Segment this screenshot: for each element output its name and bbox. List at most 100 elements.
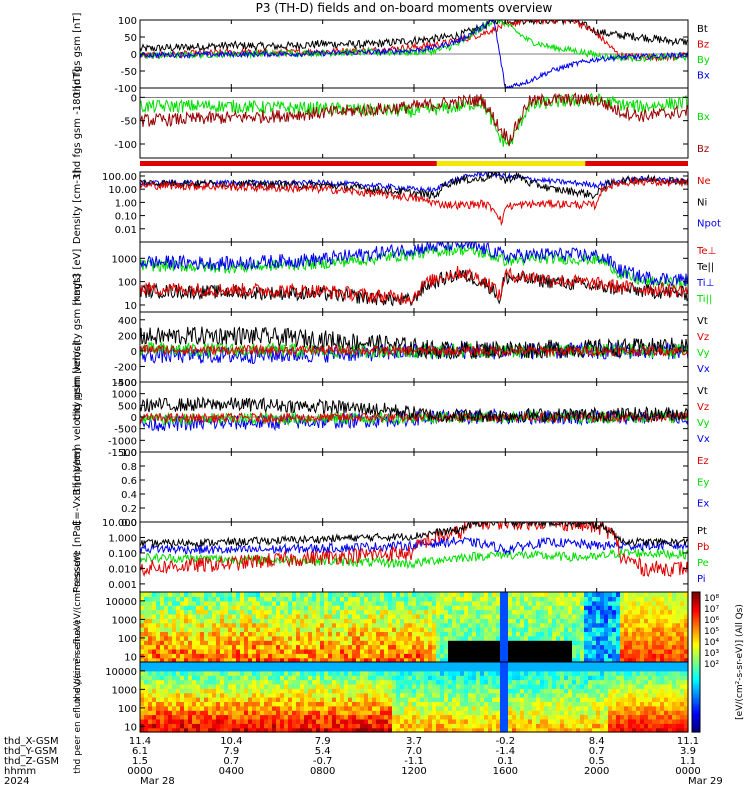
spectrogram-cell (240, 723, 245, 729)
spectrogram-cell (296, 635, 301, 641)
spectrogram-cell (620, 596, 625, 602)
spectrogram-cell (232, 640, 237, 646)
spectrogram-cell (516, 605, 521, 611)
spectrogram-cell (672, 688, 677, 694)
spectrogram-cell (612, 683, 617, 689)
spectrogram-cell (352, 688, 357, 694)
spectrogram-cell (316, 653, 321, 659)
spectrogram-cell (228, 714, 233, 720)
spectrogram-cell (488, 692, 493, 698)
spectrogram-cell (636, 618, 641, 624)
spectrogram-cell (204, 648, 209, 654)
spectrogram-cell (684, 657, 689, 663)
spectrogram-cell (200, 697, 205, 702)
spectrogram-cell (576, 596, 581, 602)
spectrogram-cell (460, 670, 465, 676)
spectrogram-cell (200, 648, 205, 654)
y-tick-label: 400 (118, 316, 137, 327)
spectrogram-cell (364, 600, 369, 606)
spectrogram-cell (316, 666, 321, 672)
spectrogram-cell (340, 635, 345, 641)
spectrogram-cell (360, 640, 365, 646)
spectrogram-cell (152, 653, 157, 659)
spectrogram-cell (284, 592, 289, 597)
spectrogram-cell (664, 600, 669, 606)
spectrogram-cell (584, 723, 589, 729)
spectrogram-cell (256, 627, 261, 632)
spectrogram-cell (196, 592, 201, 597)
spectrogram-cell (624, 675, 629, 681)
spectrogram-cell (632, 718, 637, 724)
colorbar-cell (692, 671, 700, 675)
spectrogram-cell (416, 592, 421, 597)
spectrogram-cell (332, 622, 337, 628)
spectrogram-cell (292, 592, 297, 597)
spectrogram-cell (628, 640, 633, 646)
spectrogram-cell (544, 635, 549, 641)
spectrogram-cell (420, 727, 425, 733)
spectrogram-cell (224, 723, 229, 729)
spectrogram-cell (580, 688, 585, 694)
spectrogram-cell (620, 627, 625, 632)
y-axis-label: Density [cm-3] (72, 170, 83, 244)
spectrogram-cell (376, 631, 381, 637)
spectrogram-cell (264, 723, 269, 729)
spectrogram-cell (544, 683, 549, 689)
spectrogram-cell (276, 727, 281, 733)
spectrogram-cell (368, 670, 373, 676)
spectrogram-cell (496, 710, 501, 716)
spectrogram-cell (244, 627, 249, 632)
spectrogram-cell (320, 592, 325, 597)
spectrogram-cell (480, 618, 485, 624)
spectrogram-cell (292, 718, 297, 724)
spectrogram-cell (648, 679, 653, 685)
y-tick-label: 500 (118, 401, 137, 412)
spectrogram-cell (416, 605, 421, 611)
spectrogram-cell (268, 635, 273, 641)
spectrogram-cell (508, 718, 513, 724)
spectrogram-cell (328, 705, 333, 711)
spectrogram-cell (512, 631, 517, 637)
colorbar-cell (692, 678, 700, 682)
spectrogram-cell (492, 600, 497, 606)
spectrogram-cell (188, 710, 193, 716)
spectrogram-cell (496, 618, 501, 624)
spectrogram-cell (644, 618, 649, 624)
spectrogram-cell (456, 592, 461, 597)
spectrogram-cell (216, 609, 221, 615)
spectrogram-cell (416, 688, 421, 694)
spectrogram-cell (544, 705, 549, 711)
spectrogram-cell (516, 635, 521, 641)
spectrogram-cell (348, 662, 353, 667)
spectrogram-cell (172, 697, 177, 702)
x-row-label: hhmm (4, 766, 36, 777)
spectrogram-cell (560, 627, 565, 632)
spectrogram-cell (208, 605, 213, 611)
spectrogram-cell (528, 648, 533, 654)
spectrogram-cell (320, 631, 325, 637)
spectrogram-cell (380, 727, 385, 733)
x-row-value: 1600 (493, 766, 518, 777)
spectrogram-cell (256, 666, 261, 672)
spectrogram-cell (480, 727, 485, 733)
spectrogram-cell (536, 627, 541, 632)
spectrogram-cell (684, 723, 689, 729)
spectrogram-cell (452, 648, 457, 654)
spectrogram-cell (576, 648, 581, 654)
spectrogram-cell (580, 622, 585, 628)
spectrogram-cell (488, 627, 493, 632)
y-tick-label: 1.000 (108, 533, 137, 544)
spectrogram-cell (256, 692, 261, 698)
spectrogram-cell (216, 613, 221, 619)
spectrogram-cell (260, 662, 265, 667)
spectrogram-cell (456, 710, 461, 716)
spectrogram-cell (644, 692, 649, 698)
spectrogram-cell (452, 692, 457, 698)
spectrogram-cell (248, 600, 253, 606)
spectrogram-cell (572, 596, 577, 602)
spectrogram-cell (352, 640, 357, 646)
spectrogram-cell (368, 666, 373, 672)
spectrogram-cell (620, 679, 625, 685)
spectrogram-cell (400, 640, 405, 646)
